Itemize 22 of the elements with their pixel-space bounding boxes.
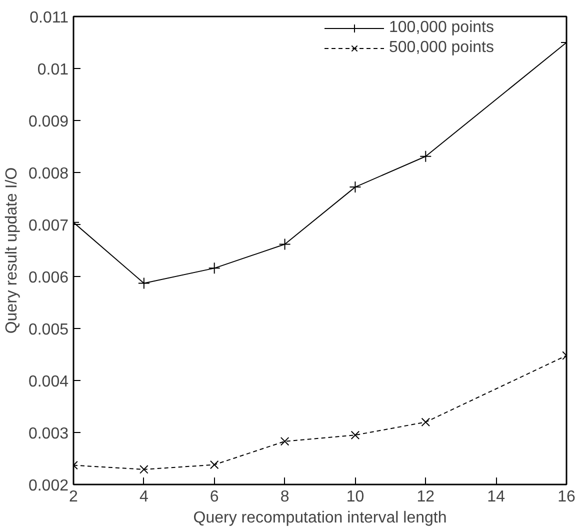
- x-axis-title: Query recomputation interval length: [193, 510, 447, 526]
- y-tick-label: 0.006: [28, 270, 69, 286]
- y-tick-label: 0.005: [28, 322, 69, 338]
- legend-label: 100,000 points: [389, 19, 495, 37]
- legend-label: 500,000 points: [389, 39, 495, 57]
- x-tick-label: 4: [139, 488, 148, 506]
- y-tick-label: 0.002: [28, 478, 69, 494]
- y-tick-label: 0.008: [28, 166, 69, 182]
- x-tick-label: 10: [346, 488, 364, 506]
- x-tick-label: 2: [69, 488, 78, 506]
- x-tick-label: 6: [210, 488, 219, 506]
- y-tick-label: 0.01: [37, 62, 69, 78]
- y-tick-label: 0.009: [28, 114, 69, 130]
- y-tick-label: 0.004: [28, 374, 69, 390]
- y-axis-title: Query result update I/O: [3, 167, 20, 334]
- y-tick-label: 0.003: [28, 426, 69, 442]
- x-tick-label: 12: [416, 488, 435, 506]
- x-tick-label: 14: [487, 488, 506, 506]
- x-tick-label: 16: [558, 488, 576, 506]
- x-tick-label: 8: [280, 488, 290, 506]
- y-tick-label: 0.011: [30, 10, 69, 26]
- y-tick-label: 0.007: [28, 218, 69, 234]
